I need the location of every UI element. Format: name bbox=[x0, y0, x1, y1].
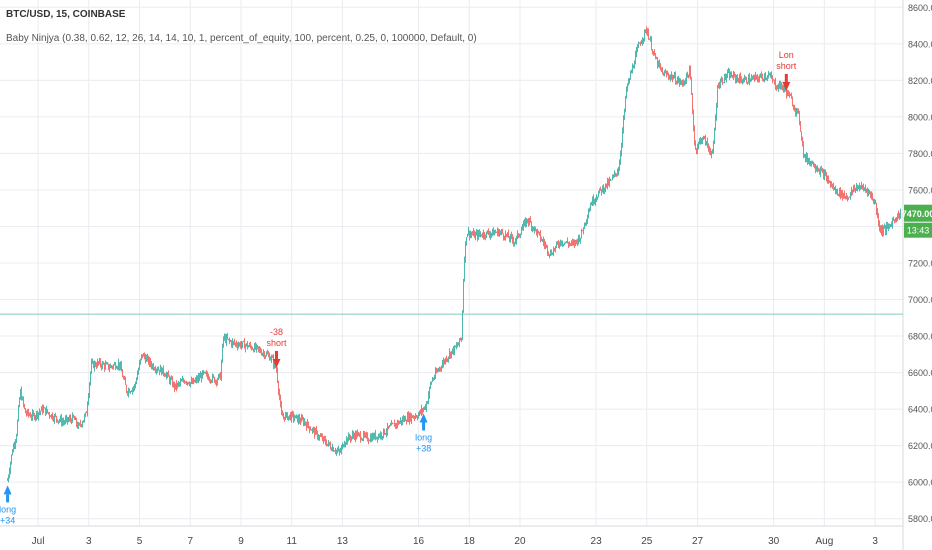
x-tick-label: 27 bbox=[692, 536, 704, 547]
x-tick-label: 9 bbox=[238, 536, 244, 547]
signal-label: long bbox=[0, 504, 16, 514]
y-tick-label: 6200.00 bbox=[908, 441, 932, 451]
x-tick-label: Jul bbox=[32, 536, 45, 547]
x-tick-label: 30 bbox=[768, 536, 780, 547]
arrow-stem bbox=[784, 73, 788, 82]
time-axis[interactable]: Jul 3 5 7 9 11 13 16 18 20 23 25 27 30 Aug 3 bbox=[32, 536, 879, 547]
symbol-title[interactable]: BTC/USD, 15, COINBASE bbox=[6, 9, 126, 20]
countdown-label: 13:43 bbox=[907, 226, 930, 236]
signal-label: +38 bbox=[416, 444, 431, 454]
last-price-label: 7470.00 bbox=[902, 209, 932, 219]
price-axis[interactable]: 5800.00 6000.00 6200.00 6400.00 6600.00 6800.… bbox=[908, 3, 932, 524]
long-signal: long+34 bbox=[0, 485, 16, 525]
y-tick-label: 7800.00 bbox=[908, 149, 932, 159]
y-tick-label: 8600.00 bbox=[908, 3, 932, 13]
signal-label: short bbox=[776, 61, 797, 71]
arrow-stem bbox=[422, 422, 426, 431]
up-arrow-icon bbox=[419, 413, 428, 423]
y-tick-label: 8200.00 bbox=[908, 76, 932, 86]
signal-label: Lon bbox=[779, 50, 794, 60]
grid bbox=[0, 0, 904, 550]
x-tick-label: 11 bbox=[287, 536, 298, 547]
x-tick-label: 5 bbox=[137, 536, 143, 547]
y-tick-label: 7600.00 bbox=[908, 185, 932, 195]
signal-label: -38 bbox=[270, 327, 283, 337]
indicator-legend[interactable]: Baby Ninjya (0.38, 0.62, 12, 26, 14, 14,… bbox=[6, 33, 477, 44]
x-tick-label: 16 bbox=[413, 536, 425, 547]
signal-label: long bbox=[415, 433, 432, 443]
y-tick-label: 6400.00 bbox=[908, 405, 932, 415]
countdown-box bbox=[904, 222, 932, 238]
x-tick-label: 13 bbox=[337, 536, 349, 547]
x-tick-label: 18 bbox=[464, 536, 476, 547]
long-signal: long+38 bbox=[415, 413, 432, 454]
y-tick-label: 8000.00 bbox=[908, 112, 932, 122]
y-tick-label: 7200.00 bbox=[908, 259, 932, 269]
y-tick-label: 5800.00 bbox=[908, 514, 932, 524]
x-tick-label: 3 bbox=[86, 536, 92, 547]
signal-label: +34 bbox=[0, 515, 15, 525]
x-tick-label: 25 bbox=[641, 536, 653, 547]
x-tick-label: 3 bbox=[872, 536, 878, 547]
arrow-stem bbox=[274, 350, 278, 359]
down-arrow-icon bbox=[272, 358, 281, 368]
up-arrow-icon bbox=[3, 485, 12, 495]
x-tick-label: Aug bbox=[815, 536, 833, 547]
x-tick-label: 7 bbox=[187, 536, 193, 547]
x-tick-label: 20 bbox=[514, 536, 526, 547]
y-tick-label: 6600.00 bbox=[908, 368, 932, 378]
y-tick-label: 6800.00 bbox=[908, 332, 932, 342]
y-tick-label: 6000.00 bbox=[908, 478, 932, 488]
down-arrow-icon bbox=[782, 81, 791, 91]
y-tick-label: 7000.00 bbox=[908, 295, 932, 305]
y-tick-label: 8400.00 bbox=[908, 39, 932, 49]
signal-label: short bbox=[266, 338, 287, 348]
last-price-badge: 7470.00 13:43 bbox=[902, 204, 932, 238]
last-price-box bbox=[904, 204, 932, 222]
arrow-stem bbox=[6, 494, 10, 503]
x-tick-label: 23 bbox=[591, 536, 603, 547]
price-series bbox=[7, 26, 901, 483]
